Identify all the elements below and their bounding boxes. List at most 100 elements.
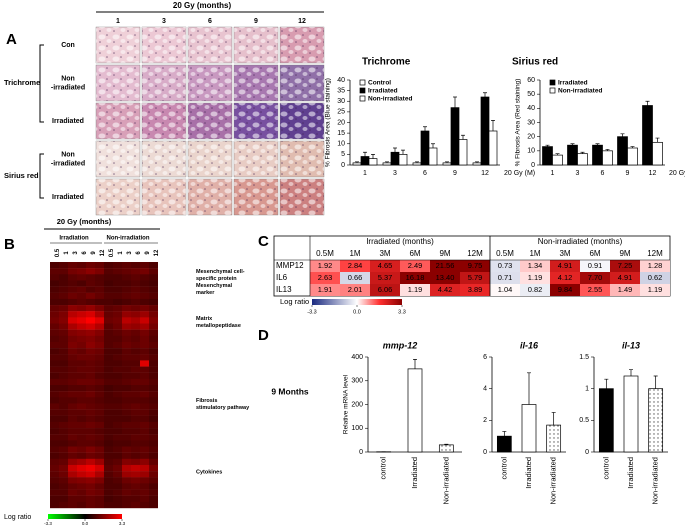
x-tick-label: Non-irradiated: [549, 457, 558, 505]
heatmap-cell: [104, 354, 113, 361]
heatmap-cell: [104, 403, 113, 410]
table-cell-value: 4.91: [618, 273, 633, 282]
heatmap-cell: [59, 305, 68, 312]
bar: [552, 154, 563, 166]
bar: [496, 435, 512, 453]
heatmap-cell: [50, 372, 59, 380]
heatmap-cell: [140, 385, 149, 392]
micrograph-texture: [234, 65, 278, 101]
table-cell-value: 0.73: [498, 261, 513, 270]
micrograph-texture: [188, 27, 232, 63]
heatmap-cell: [50, 335, 59, 343]
chart-title: il-13: [622, 340, 640, 350]
heatmap-cell: [59, 428, 68, 435]
heatmap-cell: [77, 280, 86, 287]
y-tick-label: 60: [527, 77, 535, 84]
heatmap-cell: [122, 440, 131, 447]
table-cell-value: 0.71: [498, 273, 513, 282]
x-tick-label: 3: [393, 170, 397, 177]
table-column-header: 9M: [439, 249, 450, 258]
y-tick-label: 1: [585, 386, 589, 393]
heatmap-cell: [95, 421, 104, 429]
heatmap-cell: [68, 446, 77, 453]
heatmap-cell: [95, 341, 104, 349]
micrograph-texture: [96, 65, 140, 101]
heatmap-cell: [149, 391, 158, 398]
column-group: Non-irradiation: [107, 236, 150, 242]
table-cell: [490, 272, 520, 284]
heatmap-cell: [68, 403, 77, 410]
table-cell-value: 0.66: [348, 273, 363, 282]
heatmap-cell: [77, 483, 86, 490]
micrograph-texture: [188, 65, 232, 101]
y-tick-label: 30: [527, 119, 535, 126]
heatmap-cell: [86, 274, 95, 281]
heatmap-cell: [86, 391, 95, 398]
heatmap-cell: [86, 317, 95, 324]
bar: [398, 154, 408, 166]
table-cell: [430, 284, 460, 296]
heatmap-cell: [140, 403, 149, 410]
heatmap-cell: [86, 428, 95, 435]
error-bar: [595, 143, 600, 146]
x-tick-label: Irradiated: [410, 457, 419, 489]
heatmap-cell: [140, 274, 149, 281]
heatmap-cell: [50, 489, 59, 496]
error-bar: [445, 161, 449, 163]
error-bar: [545, 144, 550, 147]
error-bar: [385, 161, 389, 163]
heatmap-cell: [59, 354, 68, 361]
table-cell: [610, 260, 640, 272]
heatmap-cell: [122, 458, 131, 466]
table-cell: [580, 272, 610, 284]
heatmap-cell: [149, 483, 158, 490]
heatmap-cell: [149, 323, 158, 330]
heatmap-cell: [68, 483, 77, 490]
heatmap-cell: [68, 305, 77, 312]
heatmap-cell: [68, 262, 77, 269]
heatmap-cell: [140, 397, 149, 404]
table-group-header: Non-irradiated (months): [538, 237, 623, 246]
heatmap-cell: [77, 464, 86, 472]
heatmap-cell: [104, 464, 113, 472]
heatmap-cell: [122, 385, 131, 392]
colorbar: [312, 299, 402, 305]
heatmap-cell: [59, 323, 68, 330]
heatmap-cell: [113, 372, 122, 380]
heatmap-cell: [122, 421, 131, 429]
legend-swatch: [359, 79, 366, 86]
heatmap-cell: [59, 434, 68, 441]
heatmap-cell: [59, 268, 68, 275]
y-tick-label: 10: [337, 141, 345, 148]
heatmap-cell: [113, 366, 122, 373]
error-bar: [355, 161, 359, 163]
heatmap-cell: [68, 280, 77, 287]
heatmap-cell: [131, 298, 140, 306]
table-column-header: 6M: [409, 249, 420, 258]
heatmap-cell: [104, 397, 113, 404]
heatmap-cell: [95, 446, 104, 453]
heatmap-cell: [131, 292, 140, 300]
micrograph-texture: [280, 103, 324, 139]
error-bar: [605, 149, 610, 151]
heatmap-cell: [86, 360, 95, 367]
heatmap-cell: [86, 305, 95, 312]
heatmap-cell: [113, 458, 122, 466]
heatmap-cell: [59, 317, 68, 324]
heatmap-cell: [68, 298, 77, 306]
heatmap-cell: [140, 378, 149, 386]
bar: [642, 105, 653, 166]
heatmap-cell: [86, 452, 95, 459]
chart-title: mmp-12: [383, 340, 418, 350]
heatmap-cell: [140, 329, 149, 336]
heatmap-cell: [149, 311, 158, 318]
table-cell: [550, 260, 580, 272]
heatmap-cell: [140, 464, 149, 472]
heatmap-cell: [59, 403, 68, 410]
y-tick-label: 40: [337, 77, 345, 84]
stain-label: Trichrome: [4, 78, 40, 87]
error-bar: [653, 375, 658, 389]
bar: [648, 388, 664, 453]
heatmap-cell: [131, 415, 140, 423]
